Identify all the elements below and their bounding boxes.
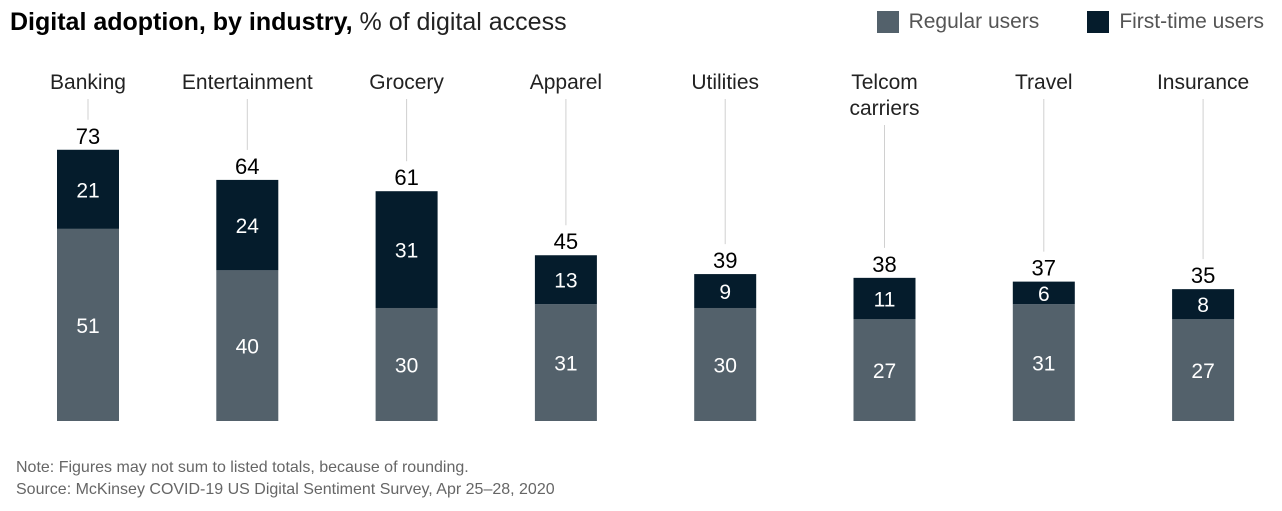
- label-first-time-3: 13: [554, 270, 577, 293]
- legend-item-first-time: First-time users: [1087, 10, 1264, 34]
- legend-label-regular: Regular users: [908, 10, 1040, 33]
- bar-first-time-5: [853, 277, 916, 320]
- chart-legend: Regular users First-time users: [829, 10, 1264, 34]
- label-regular-4: 30: [714, 354, 737, 377]
- bar-regular-3: [534, 304, 597, 421]
- label-regular-1: 40: [236, 336, 259, 359]
- bar-first-time-4: [694, 274, 757, 308]
- label-first-time-7: 8: [1197, 294, 1209, 317]
- legend-item-regular: Regular users: [876, 10, 1040, 34]
- total-label-1: 64: [235, 154, 259, 179]
- legend-swatch-regular: [876, 11, 899, 33]
- category-label-apparel: Apparel: [530, 71, 602, 94]
- bar-regular-6: [1012, 304, 1075, 421]
- bar-first-time-3: [534, 255, 597, 305]
- label-first-time-4: 9: [719, 281, 731, 304]
- label-regular-7: 27: [1191, 360, 1214, 383]
- bar-regular-7: [1172, 319, 1235, 421]
- label-first-time-1: 24: [236, 215, 260, 238]
- label-regular-5: 27: [873, 360, 896, 383]
- label-regular-2: 30: [395, 354, 418, 377]
- bar-first-time-0: [57, 149, 119, 229]
- category-label-telcom-carriers-line-2: carriers: [849, 97, 919, 120]
- bar-first-time-1: [216, 179, 279, 271]
- chart-subtitle: % of digital access: [359, 8, 567, 36]
- total-label-7: 35: [1191, 263, 1215, 288]
- chart-title: Digital adoption, by industry, % of digi…: [10, 8, 567, 37]
- note-text: Note: Figures may not sum to listed tota…: [16, 459, 469, 476]
- category-label-travel: Travel: [1015, 71, 1073, 94]
- chart-title-main: Digital adoption, by industry,: [10, 8, 353, 36]
- total-label-4: 39: [713, 248, 737, 273]
- bar-regular-5: [853, 319, 916, 421]
- total-label-2: 61: [394, 165, 418, 190]
- label-first-time-0: 21: [76, 179, 99, 202]
- bar-regular-4: [694, 307, 757, 421]
- category-label-entertainment: Entertainment: [182, 71, 313, 94]
- category-label-utilities: Utilities: [691, 71, 759, 94]
- label-first-time-5: 11: [874, 289, 896, 312]
- total-label-5: 38: [872, 252, 896, 277]
- total-label-6: 37: [1032, 256, 1056, 281]
- label-regular-6: 31: [1032, 353, 1055, 376]
- legend-label-first-time: First-time users: [1119, 10, 1264, 33]
- total-label-3: 45: [554, 229, 578, 254]
- bar-regular-0: [57, 228, 119, 421]
- bar-regular-1: [216, 270, 279, 421]
- legend-swatch-first-time: [1087, 11, 1110, 33]
- label-first-time-6: 6: [1038, 283, 1050, 306]
- bar-first-time-2: [375, 191, 438, 308]
- label-regular-3: 31: [554, 353, 577, 376]
- category-label-insurance: Insurance: [1157, 71, 1249, 94]
- source-text: Source: McKinsey COVID-19 US Digital Sen…: [16, 481, 555, 498]
- category-label-banking: Banking: [50, 71, 126, 94]
- category-label-grocery: Grocery: [369, 71, 444, 94]
- label-first-time-2: 31: [395, 240, 418, 263]
- bar-regular-2: [375, 307, 438, 421]
- bar-first-time-6: [1012, 281, 1075, 305]
- bar-first-time-7: [1172, 289, 1235, 320]
- label-regular-0: 51: [76, 315, 99, 338]
- total-label-0: 73: [76, 124, 100, 149]
- category-label-telcom-carriers-line-1: Telcom: [851, 71, 918, 94]
- footnotes: Note: Figures may not sum to listed tota…: [16, 457, 555, 501]
